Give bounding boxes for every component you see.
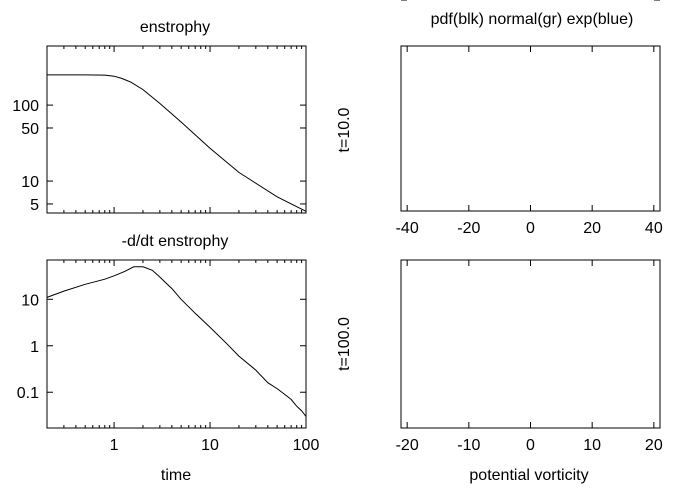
minus-d-dt-enstrophy-title: -d/dt enstrophy	[122, 233, 229, 250]
pdf-t10-y-tick-exponent: -3	[385, 0, 396, 3]
minus-d-dt-enstrophy-y-tick-label: 0.1	[17, 385, 39, 402]
pdf-t100-y-tick-base: 10	[378, 0, 396, 4]
pdf-t100-plot-frame	[400, 259, 661, 429]
pdf-t100-y-tick-exponent: -4	[385, 0, 396, 3]
pdf-t10-y-tick-base: 10	[378, 0, 396, 4]
pdf-t10-x-tick-label: 0	[526, 220, 535, 237]
minus-d-dt-enstrophy-x-tick-label: 10	[201, 437, 219, 454]
pdf-t100-y-tick-exponent: -2	[385, 0, 396, 3]
pdf-t100-x-tick-label: 10	[583, 437, 601, 454]
minus-d-dt-enstrophy-panel: -d/dt enstrophy time 1 10 100 0.1 1 10	[17, 233, 320, 484]
pdf-t100-x-tick-label: 20	[645, 437, 663, 454]
pdf-t10-y-tick-exponent: -2	[385, 0, 396, 3]
pdf-t100-y-tick-base: 10	[378, 0, 396, 4]
pdf-t10-x-tick-label: -20	[457, 220, 480, 237]
pdf-t10-y-tick-base: 10	[378, 0, 396, 4]
pdf-t10-x-tick-label: 20	[583, 220, 601, 237]
minus-d-dt-enstrophy-y-tick-label: 10	[21, 292, 39, 309]
time-axis-label: time	[161, 467, 191, 484]
pdf-t10-y-tick-base: 10	[378, 0, 396, 4]
pdf-t10-y-tick-exponent: -4	[385, 0, 396, 3]
enstrophy-series-line-0	[47, 74, 307, 212]
pdf-t100-ylabel: t=100.0	[336, 317, 353, 371]
minus-d-dt-enstrophy-plot-frame	[46, 259, 307, 429]
pdf-t100-x-tick-label: 0	[526, 437, 535, 454]
enstrophy-panel: enstrophy 5 10 50 100	[12, 19, 307, 214]
enstrophy-title: enstrophy	[140, 19, 210, 36]
potential-vorticity-axis-label: potential vorticity	[469, 467, 588, 484]
pdf-t10-x-tick-label: -40	[396, 220, 419, 237]
pdf-t100-y-tick-exponent: -3	[385, 0, 396, 3]
pdf-t100-y-tick-exponent: -1	[385, 0, 396, 3]
pdf-t10-plot-frame	[400, 45, 661, 212]
enstrophy-y-tick-label: 5	[30, 197, 39, 214]
minus-d-dt-enstrophy-x-tick-label: 100	[293, 437, 320, 454]
pdf-t10-ylabel: t=10.0	[336, 107, 353, 152]
minus-d-dt-enstrophy-x-tick-label: 1	[110, 437, 119, 454]
pdf-t10-x-tick-label: 40	[645, 220, 663, 237]
minus-d-dt-enstrophy-y-tick-label: 1	[30, 339, 39, 356]
pdf-t100-panel: t=100.0 potential vorticity -20-10010201…	[336, 0, 663, 484]
enstrophy-y-tick-label: 50	[21, 121, 39, 138]
pdf-t100-y-tick-base: 10	[378, 0, 396, 4]
pdf-t10-y-tick-base: 10	[378, 0, 396, 4]
minus-d-dt-enstrophy-series-line-0	[46, 266, 307, 417]
pdf-t10-y-tick-exponent: -1	[385, 0, 396, 3]
pdf-t10-panel: pdf(blk) normal(gr) exp(blue) t=10.0 -40…	[336, 0, 663, 237]
enstrophy-y-tick-label: 100	[12, 98, 39, 115]
enstrophy-y-tick-label: 10	[21, 174, 39, 191]
pdf-t100-y-tick-base: 10	[378, 0, 396, 4]
enstrophy-plot-frame	[46, 45, 307, 214]
pdf-t100-x-tick-label: -20	[396, 437, 419, 454]
pdf-t10-title: pdf(blk) normal(gr) exp(blue)	[431, 11, 634, 28]
pdf-t100-x-tick-label: -10	[457, 437, 480, 454]
